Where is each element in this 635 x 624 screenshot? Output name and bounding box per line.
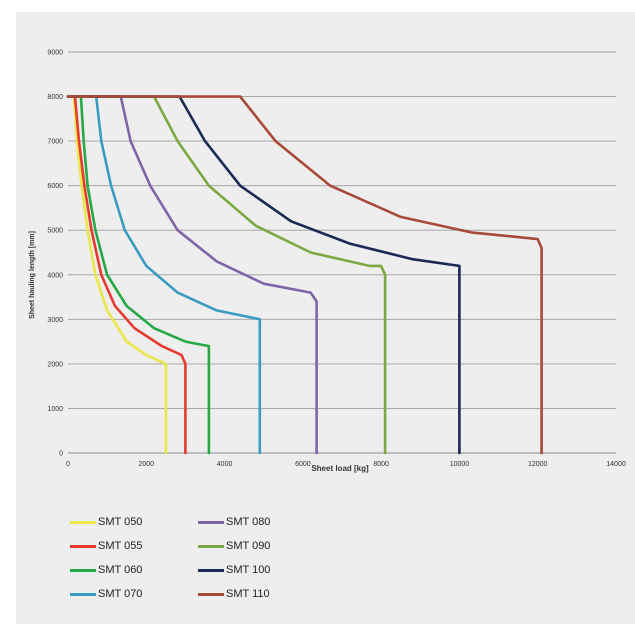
x-tick-label: 12000 [528, 461, 548, 468]
series-lines [66, 95, 543, 455]
legend-item: SMT 090 [198, 536, 270, 556]
legend-item: SMT 050 [70, 512, 142, 532]
legend-label: SMT 110 [226, 588, 270, 600]
x-tick-label: 10000 [450, 461, 470, 468]
legend-swatch [70, 544, 96, 548]
x-tick-label: 0 [66, 461, 70, 468]
series-line-smt-060 [66, 95, 211, 455]
legend-item: SMT 080 [198, 512, 270, 532]
y-tick-label: 4000 [47, 272, 63, 279]
legend-label: SMT 050 [98, 516, 143, 528]
legend-swatch [70, 592, 96, 596]
legend-label: SMT 070 [98, 588, 143, 600]
legend-item: SMT 055 [70, 536, 142, 556]
series-line-smt-080 [66, 95, 318, 455]
y-tick-label: 3000 [47, 317, 63, 324]
x-tick-label: 14000 [606, 461, 626, 468]
legend-swatch [198, 592, 224, 596]
series-line-smt-110 [66, 95, 543, 455]
legend-swatch [70, 568, 96, 572]
legend-label: SMT 090 [226, 540, 271, 552]
tick-labels: 0 1000 2000 3000 4000 5000 6000 7000 8000 9000 0 20… [47, 50, 625, 469]
y-tick-label: 6000 [47, 183, 63, 190]
y-tick-label: 9000 [47, 50, 63, 57]
series-line-smt-100 [66, 95, 461, 455]
legend: SMT 050 SMT 055 SMT 060 SMT 070 SMT 080 … [70, 512, 370, 608]
legend-swatch [198, 544, 224, 548]
y-axis-label: Sheet hauling length [mm] [29, 231, 36, 319]
x-tick-label: 6000 [295, 461, 311, 468]
y-tick-label: 1000 [47, 406, 63, 413]
y-tick-label: 8000 [47, 94, 63, 101]
legend-item: SMT 110 [198, 584, 270, 604]
series-line-smt-070 [66, 95, 262, 455]
y-tick-label: 7000 [47, 139, 63, 146]
legend-label: SMT 060 [98, 564, 143, 576]
chart: 0 1000 2000 3000 4000 5000 6000 7000 8000 9000 0 20… [29, 50, 626, 474]
series-line-smt-050 [66, 95, 168, 455]
y-tick-label: 5000 [47, 228, 63, 235]
legend-swatch [198, 568, 224, 572]
legend-label: SMT 055 [98, 540, 143, 552]
y-tick-label: 0 [59, 451, 63, 458]
chart-panel [16, 12, 635, 624]
gridlines [68, 51, 616, 454]
x-tick-label: 8000 [373, 461, 389, 468]
x-tick-label: 4000 [217, 461, 233, 468]
series-line-smt-090 [66, 95, 387, 455]
legend-swatch [70, 520, 96, 524]
legend-item: SMT 060 [70, 560, 142, 580]
y-tick-label: 2000 [47, 361, 63, 368]
legend-label: SMT 080 [226, 516, 271, 528]
x-tick-label: 2000 [138, 461, 154, 468]
x-axis-label: Sheet load [kg] [311, 464, 369, 473]
series-line-smt-055 [66, 95, 187, 455]
legend-swatch [198, 520, 224, 524]
legend-label: SMT 100 [226, 564, 271, 576]
legend-item: SMT 100 [198, 560, 270, 580]
legend-item: SMT 070 [70, 584, 142, 604]
